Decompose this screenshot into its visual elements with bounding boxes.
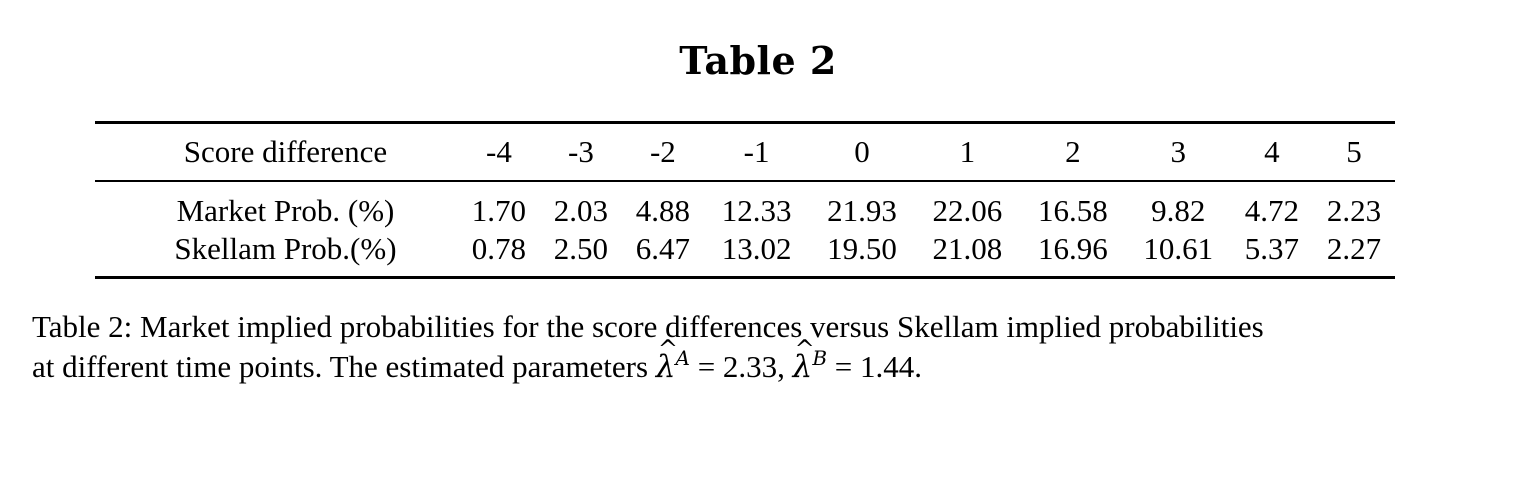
lambda-a-value: = 2.33, bbox=[689, 349, 793, 384]
header-cell: 2 bbox=[1065, 134, 1081, 169]
caption-text: at different time points. The estimated … bbox=[32, 349, 656, 384]
table-cell: 10.61 bbox=[1143, 231, 1214, 266]
table-cell: 22.06 bbox=[932, 193, 1003, 228]
table-cell: 4.88 bbox=[635, 193, 691, 228]
table-cell: 9.82 bbox=[1151, 193, 1206, 228]
table-row-market: Market Prob. (%) 1.70 2.03 4.88 12.33 21… bbox=[95, 181, 1395, 230]
table-cell: 12.33 bbox=[721, 193, 792, 228]
table-cell: 16.96 bbox=[1037, 231, 1108, 266]
header-cell: -1 bbox=[743, 134, 770, 169]
table-cell: 1.70 bbox=[471, 193, 527, 228]
table-row-skellam: Skellam Prob.(%) 0.78 2.50 6.47 13.02 19… bbox=[95, 230, 1395, 278]
lambda-a-estimate: λA bbox=[656, 329, 690, 387]
table-cell: 5.37 bbox=[1244, 231, 1300, 266]
lambda-b-superscript: B bbox=[812, 346, 828, 370]
header-cell: 0 bbox=[854, 134, 870, 169]
row-label-market: Market Prob. (%) bbox=[176, 193, 395, 228]
table-cell: 4.72 bbox=[1244, 193, 1300, 228]
table-cell: 2.03 bbox=[553, 193, 609, 228]
header-score-difference: Score difference bbox=[183, 134, 388, 169]
table-cell: 21.08 bbox=[932, 231, 1003, 266]
table-heading: Table 2 bbox=[679, 38, 837, 83]
lambda-b-estimate: λB bbox=[793, 329, 828, 387]
caption-line-1: Table 2: Market implied probabilities fo… bbox=[32, 309, 1264, 344]
lambda-a-superscript: A bbox=[675, 346, 690, 370]
lambda-b-value: = 1.44. bbox=[827, 349, 923, 384]
table-cell: 19.50 bbox=[827, 231, 897, 266]
table-cell: 2.50 bbox=[553, 231, 609, 266]
table-container: Score difference -4 -3 -2 -1 0 1 2 3 4 5… bbox=[95, 121, 1395, 279]
table-header-row: Score difference -4 -3 -2 -1 0 1 2 3 4 5 bbox=[95, 122, 1395, 181]
header-cell: -3 bbox=[568, 134, 594, 169]
table-cell: 16.58 bbox=[1037, 193, 1108, 228]
table-cell: 6.47 bbox=[635, 231, 691, 266]
table-cell: 21.93 bbox=[827, 193, 897, 228]
header-cell: 4 bbox=[1264, 134, 1280, 169]
lambda-b-symbol: λ bbox=[793, 329, 815, 387]
table-caption: Table 2: Market implied probabilities fo… bbox=[32, 307, 1472, 387]
header-cell: 5 bbox=[1346, 134, 1362, 169]
caption-line-2: at different time points. The estimated … bbox=[32, 329, 1472, 387]
table-cell: 13.02 bbox=[721, 231, 792, 266]
table-cell: 2.27 bbox=[1326, 231, 1382, 266]
table-cell: 2.23 bbox=[1326, 193, 1382, 228]
lambda-a-symbol: λ bbox=[656, 329, 678, 387]
header-cell: -4 bbox=[486, 134, 512, 169]
header-cell: 3 bbox=[1170, 134, 1186, 169]
header-cell: 1 bbox=[959, 134, 976, 169]
table-cell: 0.78 bbox=[471, 231, 527, 266]
header-cell: -2 bbox=[649, 134, 676, 169]
row-label-skellam: Skellam Prob.(%) bbox=[174, 231, 397, 266]
probability-table: Score difference -4 -3 -2 -1 0 1 2 3 4 5… bbox=[95, 121, 1395, 279]
